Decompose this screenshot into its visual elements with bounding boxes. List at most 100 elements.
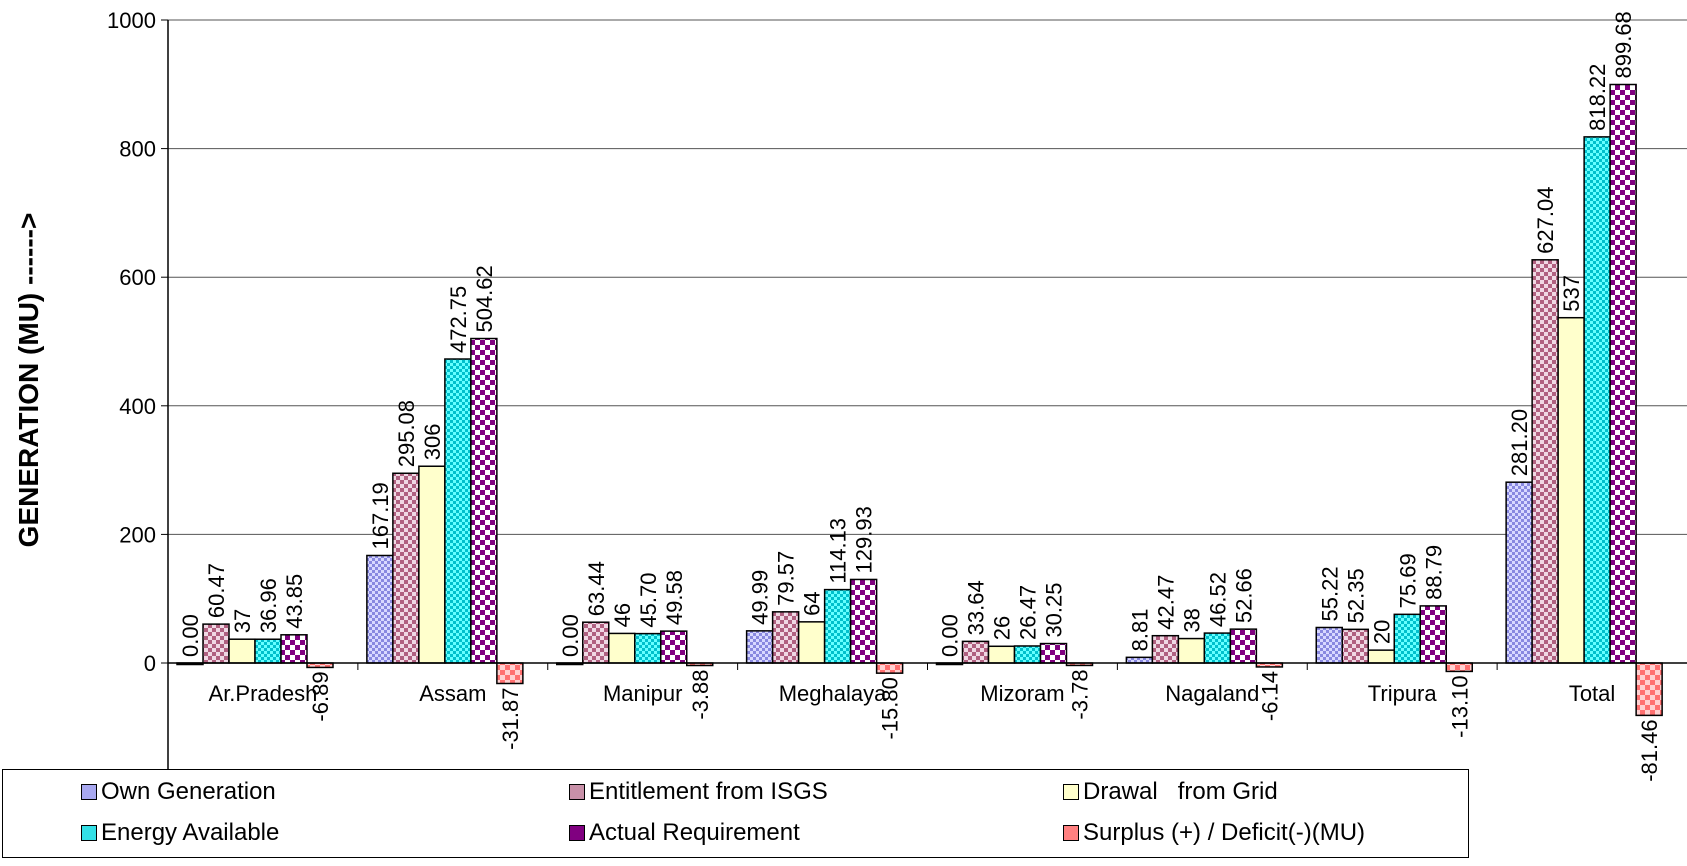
legend-swatch — [1063, 784, 1079, 800]
legend-item: Entitlement from ISGS — [569, 778, 828, 806]
data-label: -6.14 — [1257, 671, 1282, 721]
bar — [771, 611, 800, 664]
bar — [392, 472, 420, 664]
data-label: 281.20 — [1507, 409, 1532, 476]
y-tick-label: 800 — [119, 137, 156, 162]
bar — [1419, 605, 1447, 664]
bar — [634, 632, 662, 664]
bar — [1393, 613, 1421, 664]
data-label: 33.64 — [964, 580, 989, 635]
data-label: 38 — [1179, 608, 1204, 632]
data-label: 20 — [1369, 620, 1394, 644]
data-label: 0.00 — [178, 614, 203, 657]
bar — [1445, 662, 1473, 673]
bar — [470, 337, 498, 664]
bar — [660, 630, 688, 664]
bar — [1315, 626, 1343, 664]
data-label: 60.47 — [204, 563, 229, 618]
category-label: Mizoram — [980, 681, 1064, 706]
category-label: Ar.Pradesh — [209, 681, 318, 706]
data-label: 64 — [800, 591, 825, 615]
legend-swatch — [569, 784, 585, 800]
bar — [1039, 642, 1068, 664]
data-label: 42.47 — [1153, 575, 1178, 630]
data-label: -31.87 — [498, 687, 523, 749]
bar — [1229, 628, 1258, 664]
y-tick-label: 0 — [144, 651, 156, 676]
bar — [849, 578, 878, 664]
bar — [202, 623, 230, 664]
data-label: -15.80 — [878, 677, 903, 739]
data-label: 49.99 — [748, 570, 773, 625]
data-label: 504.62 — [472, 265, 497, 332]
legend-item: Surplus (+) / Deficit(-)(MU) — [1063, 819, 1365, 847]
bar — [280, 634, 308, 664]
data-label: -81.46 — [1637, 719, 1662, 781]
bar — [875, 662, 904, 674]
bar — [987, 645, 1016, 664]
data-label: 36.96 — [256, 578, 281, 633]
data-label: 306 — [420, 424, 445, 461]
legend-label: Own Generation — [101, 778, 276, 805]
legend-swatch — [569, 825, 585, 841]
bar — [1177, 637, 1206, 664]
legend-label: Entitlement from ISGS — [589, 778, 828, 805]
y-tick-label: 1000 — [107, 8, 156, 33]
bar — [1013, 645, 1042, 664]
bar — [582, 621, 610, 664]
bar — [418, 465, 446, 664]
data-label: 129.93 — [852, 506, 877, 573]
data-label: 26 — [990, 616, 1015, 640]
bar — [1609, 83, 1637, 664]
category-label: Total — [1569, 681, 1615, 706]
bar — [496, 662, 524, 685]
legend-label: Actual Requirement — [589, 819, 800, 846]
bar — [1635, 662, 1663, 717]
bar — [1125, 656, 1154, 664]
data-label: 537 — [1559, 275, 1584, 312]
data-label: 0.00 — [938, 614, 963, 657]
bar — [1367, 649, 1395, 664]
legend-label: Energy Available — [101, 819, 280, 846]
data-label: 45.70 — [636, 573, 661, 628]
bar — [1583, 136, 1611, 664]
data-label: 49.58 — [662, 570, 687, 625]
data-label: 88.79 — [1421, 545, 1446, 600]
data-label: 75.69 — [1395, 553, 1420, 608]
legend-swatch — [81, 784, 97, 800]
legend-item: Drawal from Grid — [1063, 778, 1278, 806]
data-label: -3.88 — [688, 669, 713, 719]
category-label: Manipur — [603, 681, 682, 706]
data-label: 167.19 — [368, 482, 393, 549]
legend-swatch — [1063, 825, 1079, 841]
category-label: Meghalaya — [779, 681, 887, 706]
bar — [1505, 481, 1533, 664]
data-label: 46 — [610, 603, 635, 627]
legend-item: Own Generation — [81, 778, 276, 806]
data-label: 52.66 — [1231, 568, 1256, 623]
bar — [797, 621, 826, 664]
data-label: 52.35 — [1343, 568, 1368, 623]
bar — [254, 638, 282, 664]
data-label: 46.52 — [1205, 572, 1230, 627]
data-label: 37 — [230, 609, 255, 633]
data-label: 899.68 — [1611, 11, 1636, 78]
bar — [823, 588, 852, 664]
bar — [961, 640, 990, 664]
data-label: 472.75 — [446, 286, 471, 353]
y-tick-label: 600 — [119, 265, 156, 290]
data-label: 114.13 — [826, 518, 851, 584]
legend-item: Energy Available — [81, 819, 279, 847]
data-label: -13.10 — [1447, 675, 1472, 737]
data-label: 30.25 — [1042, 582, 1067, 637]
category-label: Nagaland — [1165, 681, 1259, 706]
bar — [608, 632, 636, 664]
legend-label: Surplus (+) / Deficit(-)(MU) — [1083, 819, 1366, 846]
y-axis-title: GENERATION (MU) ------> — [13, 213, 44, 548]
legend-item: Actual Requirement — [569, 819, 800, 847]
data-label: 627.04 — [1533, 187, 1558, 254]
bar — [1341, 628, 1369, 664]
bar — [1203, 632, 1232, 664]
